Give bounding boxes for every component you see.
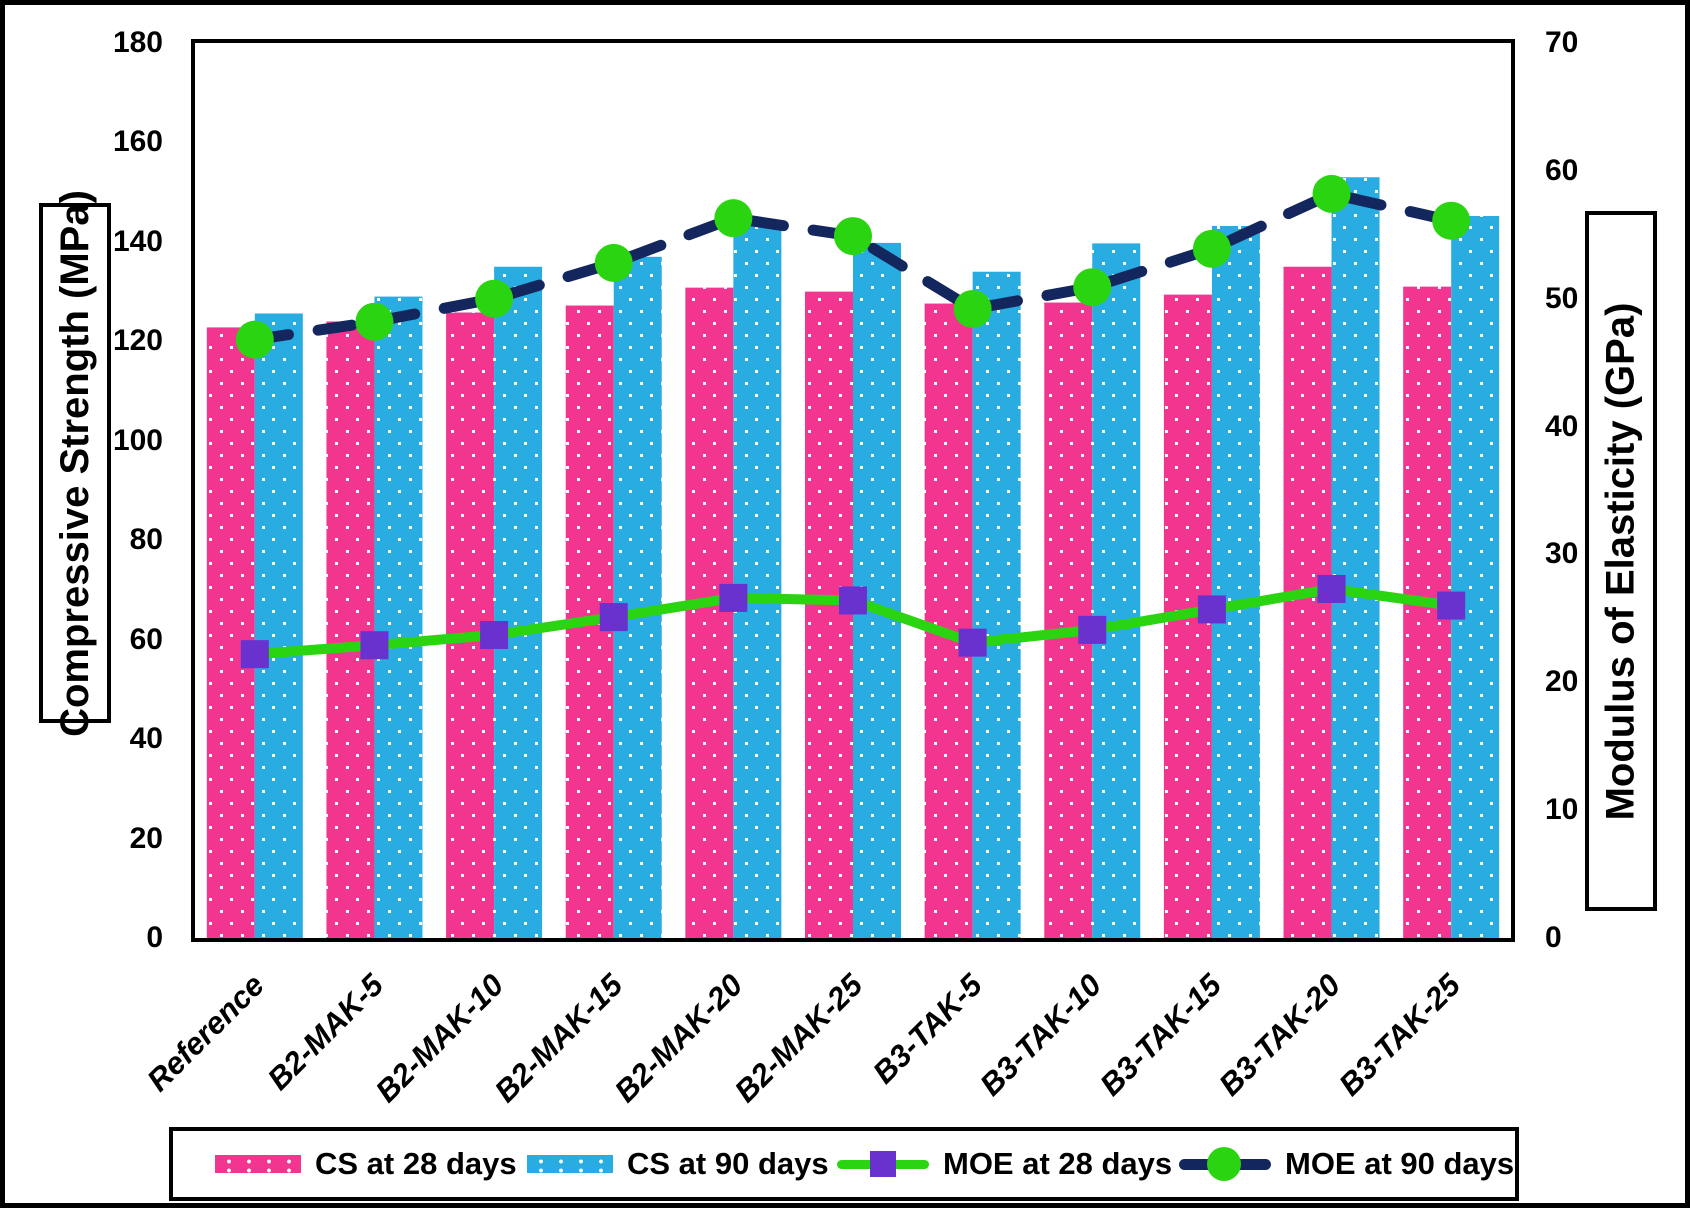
marker-circle-Reference	[235, 320, 274, 359]
left-tick-80: 80	[129, 523, 163, 557]
line-moe90	[249, 188, 1457, 346]
marker-circle-B2-MAK-15	[594, 243, 633, 282]
x-label-B2-MAK-25: B2-MAK-25	[727, 967, 870, 1109]
right-tick-70: 70	[1545, 26, 1579, 59]
bar-cs28-B3-TAK-5	[924, 303, 973, 938]
bar-cs28-Reference	[206, 327, 255, 938]
marker-square-B3-TAK-5	[958, 628, 987, 657]
bar-cs90-B3-TAK-5	[972, 271, 1021, 938]
bar-cs28-B2-MAK-25	[805, 291, 853, 939]
legend-label-moe90: MOE at 90 days	[1285, 1146, 1515, 1181]
right-tick-30: 30	[1545, 537, 1579, 571]
x-label-B3-TAK-5: B3-TAK-5	[865, 967, 989, 1091]
bar-cs90-B3-TAK-25	[1451, 216, 1500, 939]
marker-square-B2-MAK-10	[480, 620, 509, 649]
x-label-B3-TAK-25: B3-TAK-25	[1332, 967, 1468, 1103]
marker-square-B3-TAK-10	[1078, 615, 1107, 644]
marker-square-B3-TAK-15	[1197, 595, 1226, 624]
bar-cs90-B3-TAK-15	[1211, 225, 1260, 938]
moe90-swatch	[1179, 1147, 1271, 1181]
legend: CS at 28 days CS at 90 days MOE at 28 da…	[169, 1127, 1519, 1201]
right-axis-title-box: Modulus of Elasticity (GPa)	[1585, 211, 1657, 911]
legend-item-moe28: MOE at 28 days	[837, 1131, 1172, 1197]
left-tick-180: 180	[112, 26, 163, 59]
x-label-B2-MAK-20: B2-MAK-20	[607, 967, 750, 1109]
marker-square-B3-TAK-25	[1437, 591, 1466, 620]
marker-circle-B2-MAK-20	[714, 199, 753, 238]
marker-circle-B2-MAK-5	[355, 302, 394, 341]
right-tick-20: 20	[1545, 665, 1579, 699]
marker-circle-B3-TAK-15	[1192, 229, 1231, 268]
marker-square-Reference	[240, 640, 269, 669]
left-tick-60: 60	[129, 622, 163, 656]
x-label-B3-TAK-20: B3-TAK-20	[1212, 967, 1348, 1103]
right-tick-0: 0	[1545, 921, 1562, 954]
moe90-circle-marker	[1207, 1147, 1241, 1181]
left-tick-100: 100	[112, 423, 163, 457]
bar-cs28-B2-MAK-20	[685, 287, 734, 939]
marker-square-B2-MAK-15	[599, 603, 628, 632]
left-tick-140: 140	[112, 224, 163, 258]
chart-canvas	[206, 174, 1500, 939]
right-tick-50: 50	[1545, 281, 1579, 315]
right-axis-title: Modulus of Elasticity (GPa)	[1598, 302, 1643, 820]
marker-circle-B3-TAK-20	[1312, 174, 1351, 213]
legend-item-cs90: CS at 90 days	[527, 1131, 829, 1197]
x-label-B3-TAK-15: B3-TAK-15	[1092, 967, 1228, 1103]
bar-cs90-B2-MAK-10	[494, 266, 543, 938]
marker-square-B2-MAK-25	[839, 586, 867, 615]
legend-label-moe28: MOE at 28 days	[943, 1146, 1173, 1181]
bar-cs28-B2-MAK-5	[326, 321, 375, 938]
marker-circle-B3-TAK-25	[1432, 201, 1471, 240]
plot-area	[191, 39, 1515, 942]
moe28-swatch	[837, 1147, 929, 1181]
cs28-swatch	[215, 1155, 301, 1173]
bar-cs90-B3-TAK-10	[1092, 243, 1141, 938]
legend-item-moe90: MOE at 90 days	[1179, 1131, 1514, 1197]
x-label-B2-MAK-10: B2-MAK-10	[368, 967, 511, 1109]
bar-cs90-Reference	[254, 313, 303, 938]
marker-circle-B2-MAK-10	[475, 279, 514, 318]
marker-circle-B3-TAK-5	[953, 289, 992, 328]
left-tick-20: 20	[129, 821, 163, 855]
marker-square-B3-TAK-20	[1317, 574, 1346, 603]
x-label-B2-MAK-15: B2-MAK-15	[488, 967, 630, 1109]
legend-item-cs28: CS at 28 days	[215, 1131, 517, 1197]
marker-square-B2-MAK-5	[360, 631, 389, 660]
marker-circle-B3-TAK-10	[1073, 268, 1112, 307]
right-tick-40: 40	[1545, 409, 1579, 443]
right-tick-60: 60	[1545, 153, 1579, 187]
marker-square-B2-MAK-20	[719, 583, 748, 612]
bar-cs90-B2-MAK-20	[733, 225, 782, 938]
x-label-B3-TAK-10: B3-TAK-10	[973, 967, 1109, 1103]
legend-label-cs90: CS at 90 days	[627, 1146, 829, 1181]
bar-cs90-B3-TAK-20	[1331, 177, 1380, 938]
marker-circle-B2-MAK-25	[834, 217, 872, 256]
x-label-B2-MAK-5: B2-MAK-5	[261, 967, 391, 1097]
left-tick-120: 120	[112, 324, 163, 358]
moe28-square-marker	[870, 1151, 896, 1177]
left-axis-title-box: Compressive Strength (MPa)	[39, 190, 111, 736]
cs90-swatch	[527, 1155, 613, 1173]
left-tick-40: 40	[129, 722, 163, 756]
left-tick-160: 160	[112, 125, 163, 159]
left-tick-0: 0	[146, 921, 163, 954]
right-tick-10: 10	[1545, 793, 1579, 827]
legend-label-cs28: CS at 28 days	[315, 1146, 517, 1181]
bar-cs90-B2-MAK-15	[613, 256, 662, 938]
bar-cs90-B2-MAK-5	[374, 296, 423, 938]
x-label-Reference: Reference	[140, 967, 271, 1099]
